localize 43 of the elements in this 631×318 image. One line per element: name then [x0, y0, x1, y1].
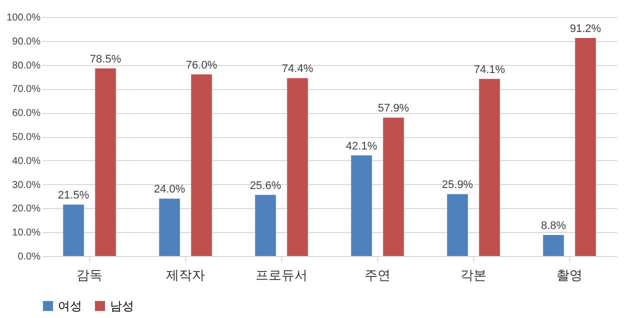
data-label: 25.6%	[250, 180, 282, 192]
bar	[447, 194, 468, 256]
bar	[383, 118, 404, 256]
y-tick-label: 50.0%	[12, 132, 41, 143]
x-tick-label: 촬영	[556, 268, 582, 282]
x-tick-label: 각본	[460, 268, 486, 282]
data-label: 74.4%	[282, 63, 314, 76]
bar	[255, 194, 276, 256]
data-label: 78.5%	[90, 53, 122, 66]
data-label: 21.5%	[58, 190, 90, 202]
legend-label: 여성	[58, 299, 82, 313]
x-tick-label: 감독	[76, 268, 103, 282]
x-tick-label: 프로듀서	[256, 268, 308, 282]
legend-label: 남성	[110, 299, 134, 313]
y-tick-label: 0.0%	[18, 252, 41, 262]
y-tick-label: 30.0%	[12, 180, 41, 191]
y-tick-label: 80.0%	[12, 60, 41, 72]
bar	[575, 38, 596, 256]
y-tick-label: 10.0%	[12, 228, 41, 239]
bar	[159, 198, 180, 256]
data-label: 91.2%	[570, 23, 602, 36]
x-tick-label: 제작자	[166, 268, 206, 282]
y-tick-label: 20.0%	[12, 204, 41, 215]
x-tick-label: 주연	[364, 268, 390, 282]
y-tick-label: 70.0%	[12, 84, 41, 96]
data-label: 42.1%	[346, 140, 378, 152]
bar	[287, 78, 308, 256]
data-label: 76.0%	[186, 59, 218, 72]
bar	[543, 234, 564, 256]
data-label: 57.9%	[378, 102, 410, 115]
bar	[191, 74, 212, 256]
bar	[479, 78, 500, 256]
data-label: 24.0%	[154, 184, 186, 196]
bar	[351, 155, 372, 256]
y-tick-label: 90.0%	[12, 36, 41, 48]
bar	[95, 68, 116, 256]
y-tick-label: 60.0%	[12, 108, 41, 120]
data-label: 74.1%	[474, 64, 506, 76]
bar	[63, 204, 84, 256]
y-tick-label: 40.0%	[12, 156, 41, 167]
y-tick-label: 100.0%	[6, 12, 41, 24]
data-label: 25.9%	[442, 179, 474, 192]
data-label: 8.8%	[540, 220, 566, 232]
